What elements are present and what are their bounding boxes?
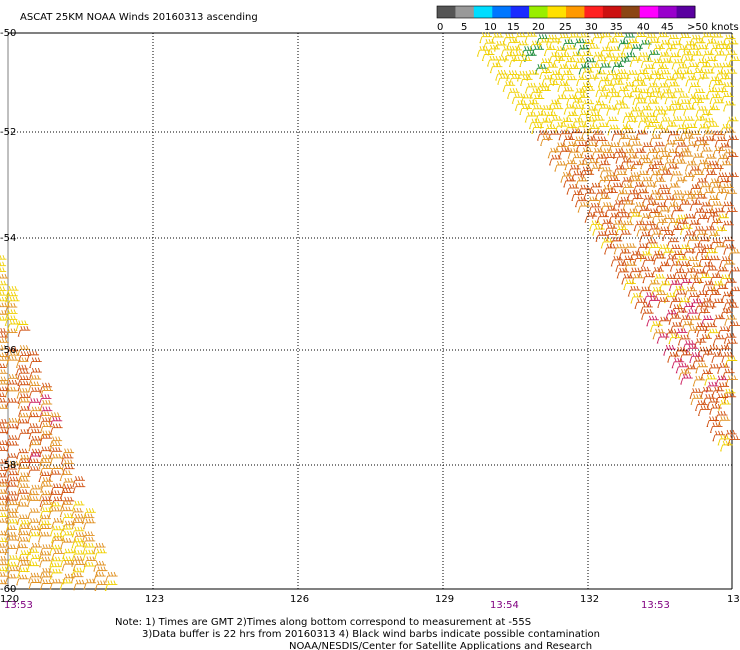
colorbar-tick-label: 15 xyxy=(507,22,520,33)
note-line-1: Note: 1) Times are GMT 2)Times along bot… xyxy=(115,617,531,628)
colorbar-swatch xyxy=(621,6,641,18)
colorbar-swatch xyxy=(602,6,622,18)
colorbar-swatch xyxy=(455,6,475,18)
colorbar-tick-label: 25 xyxy=(559,22,572,33)
colorbar-tick-label: 45 xyxy=(661,22,674,33)
longitude-label: 120 xyxy=(0,594,19,605)
latitude-label: -58 xyxy=(0,460,16,471)
colorbar-swatch xyxy=(676,6,696,18)
colorbar-tick-label: 0 xyxy=(437,22,443,33)
latitude-label: -60 xyxy=(0,584,16,595)
longitude-label: 135 xyxy=(727,594,740,605)
colorbar-swatch xyxy=(639,6,659,18)
colorbar-swatch xyxy=(566,6,585,18)
colorbar-swatch xyxy=(547,6,567,18)
latitude-label: -50 xyxy=(0,28,16,39)
colorbar-tick-label: 40 xyxy=(637,22,650,33)
latitude-label: -54 xyxy=(0,233,16,244)
longitude-label: 129 xyxy=(435,594,454,605)
wind-speed-colorbar: 0 5 10 15 20 25 30 35 40 45 >50 knots xyxy=(436,5,739,33)
longitude-label: 126 xyxy=(290,594,309,605)
colorbar-swatch xyxy=(492,6,512,18)
colorbar-tick-label: 10 xyxy=(484,22,497,33)
colorbar-tick-label: 30 xyxy=(585,22,598,33)
wind-barbs-layer xyxy=(0,32,740,592)
swath-time-middle: 13:54 xyxy=(490,600,519,611)
colorbar-swatch xyxy=(510,6,530,18)
colorbar-swatch xyxy=(658,6,678,18)
colorbar-swatch xyxy=(473,6,493,18)
note-line-2: 3)Data buffer is 22 hrs from 20160313 4)… xyxy=(142,629,600,640)
colorbar-tick-label: >50 knots xyxy=(687,22,739,33)
colorbar-tick-label: 5 xyxy=(461,22,467,33)
note-line-3: NOAA/NESDIS/Center for Satellite Applica… xyxy=(289,641,592,650)
latitude-label: -56 xyxy=(0,345,16,356)
colorbar-tick-label: 20 xyxy=(532,22,545,33)
colorbar-swatch xyxy=(584,6,604,18)
colorbar-tick-label: 35 xyxy=(610,22,623,33)
longitude-label: 123 xyxy=(145,594,164,605)
swath-time-right: 13:53 xyxy=(641,600,670,611)
lat-lon-grid xyxy=(8,33,732,589)
plot-frame xyxy=(7,32,733,590)
swath-time-left: 13:53 xyxy=(4,600,33,611)
longitude-labels: 120 123 126 129 132 135 xyxy=(0,594,740,605)
colorbar-swatch xyxy=(529,6,549,18)
colorbar-swatch xyxy=(437,6,456,18)
latitude-label: -52 xyxy=(0,127,16,138)
latitude-labels: -50 -52 -54 -56 -58 -60 xyxy=(0,28,16,595)
map-title: ASCAT 25KM NOAA Winds 20160313 ascending xyxy=(20,12,258,23)
longitude-label: 132 xyxy=(580,594,599,605)
